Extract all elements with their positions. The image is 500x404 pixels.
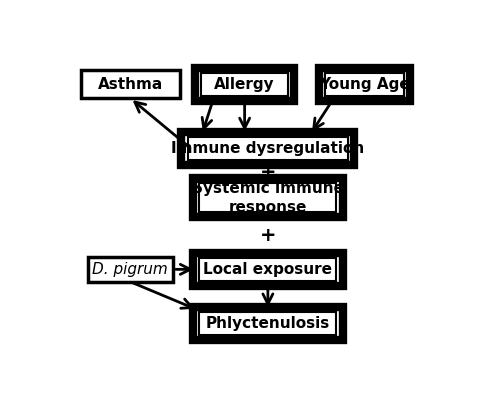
- Text: Asthma: Asthma: [98, 77, 163, 92]
- Text: D. pigrum: D. pigrum: [92, 262, 168, 277]
- FancyBboxPatch shape: [88, 257, 173, 282]
- FancyBboxPatch shape: [182, 132, 354, 164]
- Text: Young Age: Young Age: [320, 77, 410, 92]
- FancyBboxPatch shape: [193, 253, 342, 286]
- Text: +: +: [260, 225, 276, 245]
- FancyBboxPatch shape: [200, 312, 336, 335]
- FancyBboxPatch shape: [319, 68, 410, 101]
- Text: Immune dysregulation: Immune dysregulation: [171, 141, 364, 156]
- Text: Phlyctenulosis: Phlyctenulosis: [206, 316, 330, 331]
- Text: Systemic immune
response: Systemic immune response: [192, 181, 344, 215]
- Text: +: +: [260, 163, 276, 183]
- Text: Local exposure: Local exposure: [204, 262, 332, 277]
- FancyBboxPatch shape: [201, 73, 288, 96]
- FancyBboxPatch shape: [81, 70, 180, 98]
- FancyBboxPatch shape: [200, 258, 336, 281]
- FancyBboxPatch shape: [193, 178, 342, 217]
- FancyBboxPatch shape: [195, 68, 294, 101]
- FancyBboxPatch shape: [188, 137, 348, 160]
- FancyBboxPatch shape: [200, 183, 336, 213]
- FancyBboxPatch shape: [325, 73, 404, 96]
- Text: Allergy: Allergy: [214, 77, 275, 92]
- FancyBboxPatch shape: [193, 307, 342, 340]
